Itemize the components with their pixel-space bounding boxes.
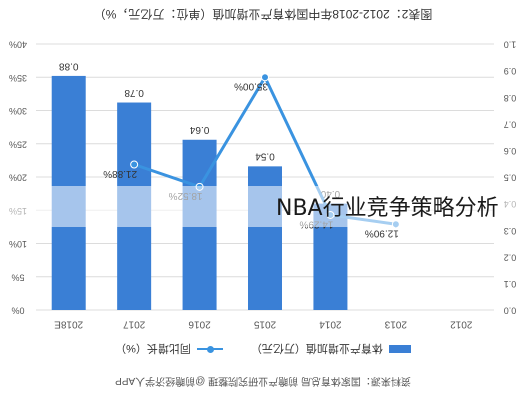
growth-data-label: 21.88% [103, 168, 137, 179]
overlay-caption: NBA行业竞争策略分析 [276, 196, 499, 221]
bar-data-label: 0.64 [189, 124, 209, 135]
growth-point [261, 73, 269, 82]
category-label: 2013 [384, 318, 407, 329]
right-axis-tick: 0.6 [504, 146, 517, 156]
growth-point [130, 160, 139, 169]
category-label: 2012 [450, 318, 473, 329]
right-axis-tick: 0.9 [504, 66, 517, 76]
source-note: 资料来源：国家体育总局 前瞻产业研究院整理 @前瞻经济学人APP [115, 375, 411, 386]
legend-item-bar: 体育产业增加值（万亿元） [251, 341, 411, 357]
left-axis-tick: 35% [9, 73, 27, 83]
overlay-band [0, 186, 526, 227]
legend-swatch-line [196, 348, 223, 350]
left-axis-tick: 25% [9, 139, 27, 149]
legend-label-line: 同比增长（%） [115, 342, 191, 354]
right-axis-tick: 0.0 [504, 306, 517, 316]
right-axis-tick: 0.7 [504, 119, 517, 129]
left-axis-tick: 30% [9, 106, 27, 116]
right-axis-tick: 0.8 [504, 93, 517, 103]
right-axis-tick: 0.2 [504, 252, 517, 262]
left-axis-tick: 5% [11, 272, 24, 282]
right-axis-tick: 0.5 [504, 173, 517, 183]
bar-data-label: 0.88 [59, 60, 79, 71]
left-axis-tick: 0% [11, 306, 24, 316]
right-axis-tick: 1.0 [504, 40, 517, 50]
legend-label-bar: 体育产业增加值（万亿元） [250, 342, 383, 354]
left-axis-tick: 40% [9, 40, 27, 50]
category-label: 2014 [319, 318, 342, 329]
right-axis-tick: 0.3 [504, 226, 517, 236]
chart-legend: 体育产业增加值（万亿元） 同比增长（%） [0, 340, 526, 358]
right-axis-tick: 0.1 [504, 279, 517, 289]
bar-data-label: 0.78 [124, 87, 144, 98]
left-axis-tick: 10% [9, 239, 27, 249]
legend-swatch-bar [388, 345, 411, 353]
category-label: 2015 [253, 318, 276, 329]
category-label: 2017 [123, 318, 146, 329]
category-label: 2018E [54, 318, 83, 329]
growth-data-label: 12.90% [365, 228, 399, 239]
category-label: 2016 [188, 318, 211, 329]
legend-item-line: 同比增长（%） [115, 341, 223, 357]
left-axis-tick: 20% [9, 173, 27, 183]
bar-data-label: 0.54 [255, 151, 275, 162]
growth-data-label: 35.00% [234, 81, 268, 92]
